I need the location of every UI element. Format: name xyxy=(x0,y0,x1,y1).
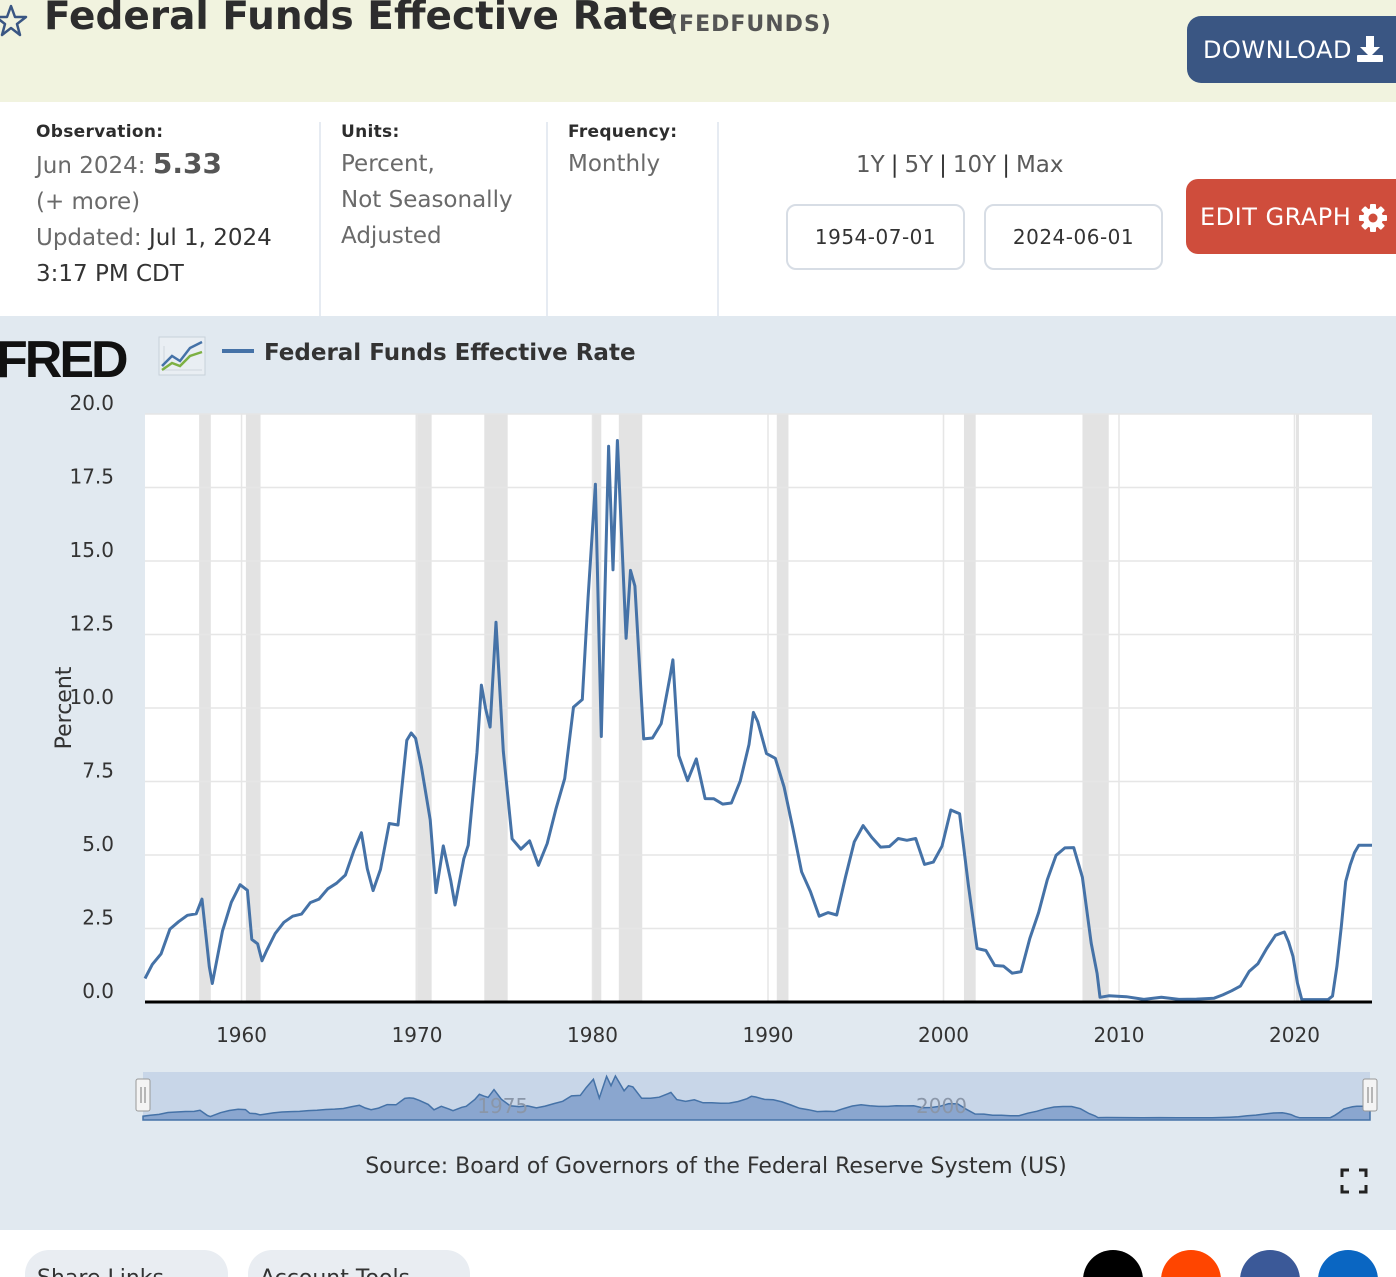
account-tools-label: Account Tools xyxy=(260,1266,410,1277)
observation-date: Jun 2024: xyxy=(36,153,146,179)
updated-date: Jul 1, 2024 xyxy=(148,225,272,251)
legend-swatch xyxy=(222,348,254,353)
observation-heading: Observation: xyxy=(36,122,164,142)
share-toolbar: Share Links Account Tools xyxy=(0,1230,1396,1277)
series-header: Federal Funds Effective Rate (FEDFUNDS) … xyxy=(0,0,1396,102)
updated-line: Updated: Jul 1, 2024 xyxy=(36,220,272,256)
chart-panel: FRED Federal Funds Effective Rate 0.0 2.5… xyxy=(0,316,1396,1230)
navigator-handle-left[interactable] xyxy=(135,1078,151,1112)
y-tick-label: 10.0 xyxy=(69,685,114,709)
y-tick-label: 20.0 xyxy=(69,391,114,415)
units-line-3: Adjusted xyxy=(341,223,442,249)
fullscreen-icon[interactable] xyxy=(1340,1168,1368,1194)
facebook-share-icon[interactable] xyxy=(1240,1250,1300,1277)
download-label: DOWNLOAD xyxy=(1203,36,1352,64)
column-divider xyxy=(546,122,548,316)
more-link[interactable]: (+ more) xyxy=(36,189,141,215)
y-tick-label: 5.0 xyxy=(82,832,114,856)
x-tick-label: 1960 xyxy=(216,1023,267,1047)
units-line-2: Not Seasonally xyxy=(341,187,513,213)
navigator-area xyxy=(142,1074,1371,1121)
y-tick-label: 15.0 xyxy=(69,538,114,562)
y-tick-label: 7.5 xyxy=(82,759,114,783)
updated-label: Updated: xyxy=(36,225,142,251)
units-column: Units: Percent, Not Seasonally Adjusted xyxy=(341,122,513,254)
y-tick-label: 12.5 xyxy=(69,612,114,636)
account-tools-button[interactable]: Account Tools xyxy=(248,1250,470,1277)
share-links-button[interactable]: Share Links xyxy=(25,1250,228,1277)
chart-legend: Federal Funds Effective Rate xyxy=(222,340,636,366)
y-axis-label: Percent xyxy=(52,666,77,749)
chart-canvas: 0.0 2.5 5.0 7.5 10.0 12.5 15.0 17.5 20.0 1960 197… xyxy=(52,391,1378,1121)
y-tick-label: 2.5 xyxy=(82,906,114,930)
navigator-label: 2000 xyxy=(916,1094,967,1118)
y-tick-label: 17.5 xyxy=(69,465,114,489)
x-tick-label: 1970 xyxy=(392,1023,443,1047)
x-tick-label: 2010 xyxy=(1094,1023,1145,1047)
range-5y[interactable]: 5Y xyxy=(904,152,934,178)
frequency-column: Frequency: Monthly xyxy=(568,122,677,182)
y-tick-label: 0.0 xyxy=(82,979,114,1003)
navigator-handle-right[interactable] xyxy=(1362,1078,1378,1112)
reddit-share-icon[interactable] xyxy=(1161,1250,1221,1277)
updated-time: 3:17 PM CDT xyxy=(36,261,184,287)
download-icon xyxy=(1357,36,1383,62)
end-date-input[interactable]: 2024-06-01 xyxy=(984,204,1163,270)
observation-column: Observation: Jun 2024: 5.33 (+ more) Upd… xyxy=(36,122,272,292)
navigator-label: 1975 xyxy=(477,1094,528,1118)
edit-graph-label: EDIT GRAPH xyxy=(1200,203,1352,231)
series-id: (FEDFUNDS) xyxy=(668,12,832,37)
units-heading: Units: xyxy=(341,122,400,142)
x-tick-label: 2000 xyxy=(918,1023,969,1047)
linkedin-share-icon[interactable] xyxy=(1318,1250,1378,1277)
range-max[interactable]: Max xyxy=(1015,152,1064,178)
range-selector: 1Y | 5Y | 10Y | Max xyxy=(856,152,1064,178)
share-links-label: Share Links xyxy=(37,1266,164,1277)
legend-label: Federal Funds Effective Rate xyxy=(264,340,636,366)
range-10y[interactable]: 10Y xyxy=(952,152,997,178)
column-divider xyxy=(319,122,321,316)
x-tick-label: 1990 xyxy=(743,1023,794,1047)
series-line xyxy=(143,439,1372,1002)
favorite-star-icon[interactable] xyxy=(0,2,28,42)
frequency-heading: Frequency: xyxy=(568,122,678,142)
edit-graph-button[interactable]: EDIT GRAPH xyxy=(1186,179,1396,254)
download-button[interactable]: DOWNLOAD xyxy=(1187,16,1396,83)
chart-logo-icon xyxy=(158,336,206,376)
observation-value: 5.33 xyxy=(152,147,222,180)
range-1y[interactable]: 1Y xyxy=(856,152,885,178)
units-line-1: Percent, xyxy=(341,151,435,177)
fred-logo: FRED xyxy=(0,330,129,390)
x-tick-label: 2020 xyxy=(1269,1023,1320,1047)
chart-source: Source: Board of Governors of the Federa… xyxy=(365,1154,1067,1179)
start-date-input[interactable]: 1954-07-01 xyxy=(786,204,965,270)
observation-line: Jun 2024: 5.33 xyxy=(36,146,272,184)
fred-logo-text: FRED xyxy=(0,331,129,389)
gear-icon xyxy=(1359,204,1387,232)
frequency-value: Monthly xyxy=(568,151,661,177)
column-divider xyxy=(717,122,719,316)
series-meta: Observation: Jun 2024: 5.33 (+ more) Upd… xyxy=(0,102,1396,316)
x-share-icon[interactable] xyxy=(1083,1250,1143,1277)
x-tick-label: 1980 xyxy=(567,1023,618,1047)
series-title: Federal Funds Effective Rate xyxy=(44,0,675,39)
